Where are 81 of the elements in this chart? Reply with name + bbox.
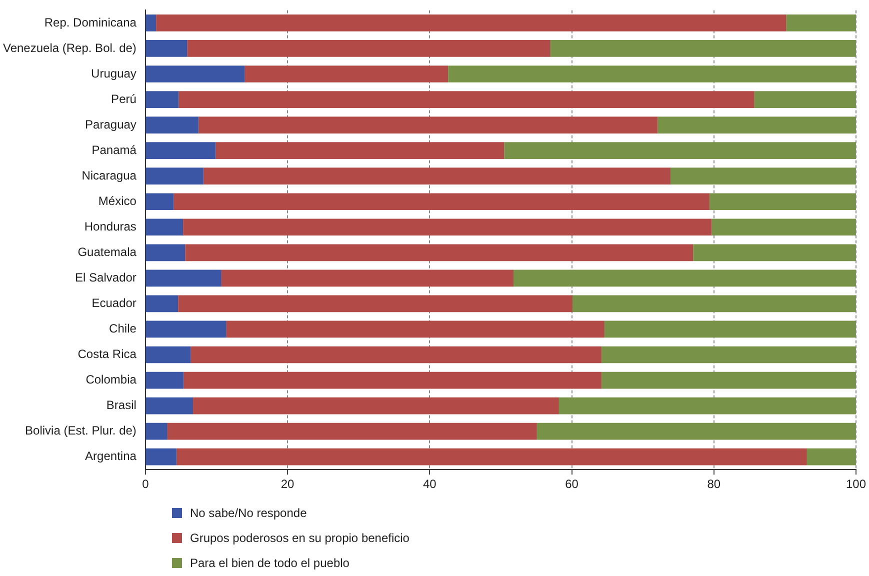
bar xyxy=(604,320,856,338)
bar xyxy=(513,270,856,287)
y-tick-label: Costa Rica xyxy=(78,347,137,362)
y-tick-label: Argentina xyxy=(85,449,137,464)
y-tick-label: Bolivia (Est. Plur. de) xyxy=(25,424,136,438)
bar xyxy=(693,244,856,262)
legend-label: Grupos poderosos en su propio beneficio xyxy=(190,530,410,544)
bar xyxy=(146,448,177,466)
bar xyxy=(176,448,807,466)
y-tick-label: Guatemala xyxy=(78,244,137,259)
bar xyxy=(572,295,856,312)
bar xyxy=(754,91,856,108)
bar xyxy=(184,372,602,389)
bar xyxy=(550,40,856,57)
bar xyxy=(146,218,184,236)
bar xyxy=(146,14,156,32)
y-tick-label: Venezuela (Rep. Bol. de) xyxy=(2,40,136,55)
bar xyxy=(806,448,856,466)
bar xyxy=(146,397,194,414)
bar xyxy=(185,244,694,262)
y-tick-label: Ecuador xyxy=(92,296,136,310)
bar xyxy=(448,66,856,82)
bar xyxy=(174,193,710,210)
bar xyxy=(504,142,856,159)
y-tick-label: Perú xyxy=(111,92,136,106)
y-tick-label: Nicaragua xyxy=(82,168,137,182)
bar xyxy=(146,193,174,210)
bar xyxy=(193,397,559,414)
bar xyxy=(146,168,204,185)
bar xyxy=(146,66,245,82)
y-tick-label: Uruguay xyxy=(91,66,136,80)
bar xyxy=(146,116,199,134)
bar xyxy=(226,320,604,338)
y-tick-label: Colombia xyxy=(86,372,137,387)
y-tick-label: El Salvador xyxy=(75,270,136,284)
bar xyxy=(146,372,184,389)
bar xyxy=(178,295,572,312)
y-tick-label: Panamá xyxy=(92,142,137,157)
bar xyxy=(146,320,226,338)
bar xyxy=(167,422,537,440)
bar xyxy=(178,91,754,108)
bar xyxy=(216,142,504,159)
bar xyxy=(187,40,550,57)
bar xyxy=(712,218,856,236)
bar xyxy=(244,66,448,82)
y-tick-label: Paraguay xyxy=(85,117,136,132)
bar xyxy=(146,295,178,312)
bar xyxy=(183,218,712,236)
bar xyxy=(146,346,191,364)
x-tick-label: 0 xyxy=(142,477,150,492)
y-tick-label: Rep. Dominicana xyxy=(44,15,137,30)
x-tick-label: 20 xyxy=(280,477,295,492)
y-tick-label: México xyxy=(98,194,137,208)
x-tick-label: 80 xyxy=(707,477,721,492)
bar xyxy=(146,244,186,262)
bar xyxy=(558,397,856,414)
legend-label: Para el bien de todo el pueblo xyxy=(190,556,350,570)
bar xyxy=(658,116,856,134)
bar xyxy=(146,91,179,108)
bar xyxy=(536,422,856,440)
x-tick-label: 60 xyxy=(565,477,579,492)
x-tick-label: 100 xyxy=(846,477,866,492)
bar xyxy=(146,270,222,287)
bar xyxy=(190,346,602,364)
bar xyxy=(670,168,856,185)
y-tick-label: Chile xyxy=(109,322,137,336)
bar xyxy=(221,270,514,287)
bar xyxy=(156,14,786,32)
bar xyxy=(710,193,856,210)
bar xyxy=(602,346,856,364)
legend-label: No sabe/No responde xyxy=(190,506,307,520)
x-tick-label: 40 xyxy=(422,477,437,492)
bar xyxy=(198,116,658,134)
bar xyxy=(146,422,168,440)
bar xyxy=(786,14,856,32)
bar xyxy=(204,168,671,185)
bar xyxy=(602,372,856,389)
y-tick-label: Brasil xyxy=(106,398,136,412)
bar xyxy=(146,142,216,159)
bar xyxy=(146,40,188,57)
y-tick-label: Honduras xyxy=(84,219,136,234)
